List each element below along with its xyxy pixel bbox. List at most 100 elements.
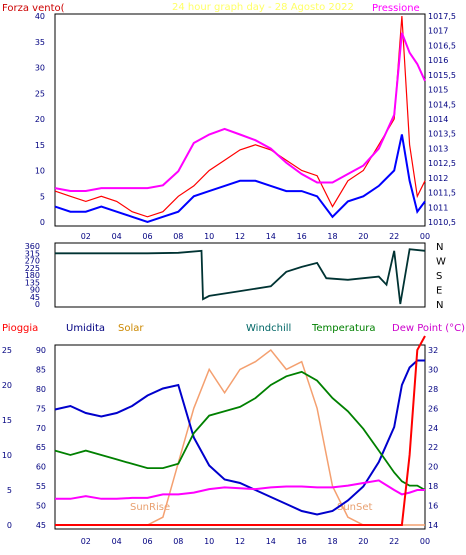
direction-y-tick: 360 xyxy=(25,242,40,251)
direction-y-tick: 180 xyxy=(25,271,40,280)
top-x-tick: 22 xyxy=(389,232,399,241)
bottom-x-tick: 08 xyxy=(173,537,183,546)
top-x-tick: 04 xyxy=(112,232,122,241)
temperature-y-tick: 20 xyxy=(428,463,438,472)
direction-y-tick: 225 xyxy=(25,264,40,273)
humidity-y-tick: 55 xyxy=(36,482,46,491)
bottom-x-tick: 00 xyxy=(420,537,430,546)
legend-rain: Pioggia xyxy=(2,323,38,334)
pressure-y-tick: 1014 xyxy=(428,115,448,124)
wind-y-tick: 35 xyxy=(35,38,45,47)
rain-line xyxy=(55,335,426,526)
bottom-x-tick: 12 xyxy=(235,537,245,546)
top-x-tick: 18 xyxy=(327,232,337,241)
direction-line xyxy=(55,248,426,305)
temperature-y-tick: 24 xyxy=(428,424,438,433)
humidity-y-tick: 45 xyxy=(36,521,46,530)
top-x-tick: 20 xyxy=(358,232,368,241)
pressure-y-tick: 1015 xyxy=(428,86,448,95)
compass-label: E xyxy=(436,286,442,297)
wind-y-tick: 40 xyxy=(35,12,45,21)
bottom-x-tick: 16 xyxy=(297,537,307,546)
top-x-tick: 16 xyxy=(297,232,307,241)
pressure-axis-label: Pressione xyxy=(372,3,420,14)
pressure-y-tick: 1017 xyxy=(428,27,448,36)
direction-y-tick: 135 xyxy=(25,278,40,287)
temperature-y-tick: 18 xyxy=(428,482,438,491)
top-x-tick: 12 xyxy=(235,232,245,241)
compass-label: S xyxy=(436,271,442,282)
temperature-line xyxy=(54,370,426,491)
compass-label: N xyxy=(436,242,443,253)
humidity-y-tick: 70 xyxy=(36,424,46,433)
pressure-y-tick: 1014,5 xyxy=(428,100,456,109)
rain-y-tick: 10 xyxy=(2,451,12,460)
pressure-y-tick: 1011,5 xyxy=(428,189,456,198)
pressure-y-tick: 1011 xyxy=(428,203,448,212)
wind-y-tick: 20 xyxy=(35,115,45,124)
temperature-y-tick: 26 xyxy=(428,404,438,413)
humidity-y-tick: 90 xyxy=(36,346,46,355)
direction-y-tick: 315 xyxy=(25,249,40,258)
humidity-y-tick: 80 xyxy=(36,385,46,394)
rain-y-tick: 5 xyxy=(7,486,12,495)
pressure-y-tick: 1016,5 xyxy=(428,41,456,50)
bottom-x-tick: 20 xyxy=(358,537,368,546)
wind-y-tick: 0 xyxy=(40,218,45,227)
compass-label: W xyxy=(436,257,446,268)
bottom-x-tick: 06 xyxy=(142,537,152,546)
humidity-y-tick: 85 xyxy=(36,365,46,374)
legend-temperature: Temperatura xyxy=(311,323,376,334)
humidity-y-tick: 65 xyxy=(36,443,46,452)
bottom-x-tick: 14 xyxy=(266,537,276,546)
pressure-y-tick: 1013,5 xyxy=(428,130,456,139)
top-x-tick: 08 xyxy=(173,232,183,241)
legend-windchill: Windchill xyxy=(246,323,291,334)
temperature-y-tick: 28 xyxy=(428,385,438,394)
wind-y-tick: 10 xyxy=(35,167,45,176)
pressure-y-tick: 1015,5 xyxy=(428,71,456,80)
humidity-y-tick: 75 xyxy=(36,404,46,413)
top-x-tick: 02 xyxy=(81,232,91,241)
bottom-x-tick: 10 xyxy=(204,537,214,546)
legend-dewpoint: Dew Point (°C) xyxy=(392,323,465,334)
wind-y-tick: 15 xyxy=(35,141,45,150)
pressure-y-tick: 1017,5 xyxy=(428,12,456,21)
pressure-y-tick: 1012,5 xyxy=(428,159,456,168)
direction-y-tick: 270 xyxy=(25,257,40,266)
pressure-y-tick: 1010,5 xyxy=(428,218,456,227)
pressure-y-tick: 1012 xyxy=(428,174,448,183)
rain-y-tick: 25 xyxy=(2,346,12,355)
wind-y-tick: 5 xyxy=(40,192,45,201)
temperature-y-tick: 32 xyxy=(428,346,438,355)
sunset-label: SunSet xyxy=(337,502,373,513)
rain-y-tick: 0 xyxy=(7,521,12,530)
temperature-y-tick: 14 xyxy=(428,521,438,530)
bottom-x-tick: 02 xyxy=(81,537,91,546)
legend-solar: Solar xyxy=(118,323,144,334)
direction-y-tick: 45 xyxy=(30,293,40,302)
pressure-y-tick: 1013 xyxy=(428,144,448,153)
temperature-y-tick: 30 xyxy=(428,365,438,374)
top-x-tick: 00 xyxy=(420,232,430,241)
temperature-y-tick: 22 xyxy=(428,443,438,452)
compass-label: N xyxy=(436,300,443,311)
direction-y-tick: 90 xyxy=(30,286,40,295)
dewpoint-line xyxy=(55,479,425,500)
chart-title: 24 hour graph day - 28 Agosto 2022 xyxy=(172,2,354,13)
humidity-y-tick: 60 xyxy=(36,463,46,472)
bottom-x-tick: 04 xyxy=(112,537,122,546)
top-x-tick: 10 xyxy=(204,232,214,241)
wind-line xyxy=(54,134,426,224)
top-panel-frame xyxy=(54,13,426,227)
top-x-tick: 06 xyxy=(142,232,152,241)
humidity-y-tick: 50 xyxy=(36,502,46,511)
bottom-x-tick: 22 xyxy=(389,537,399,546)
pressure-y-tick: 1016 xyxy=(428,56,448,65)
rain-y-tick: 20 xyxy=(2,381,12,390)
sunrise-label: SunRise xyxy=(130,502,170,513)
legend-humidity: Umidita xyxy=(66,323,105,334)
wind-axis-label: Forza vento( xyxy=(2,3,65,14)
direction-y-tick: 0 xyxy=(35,300,40,309)
pressure-line xyxy=(54,32,426,192)
